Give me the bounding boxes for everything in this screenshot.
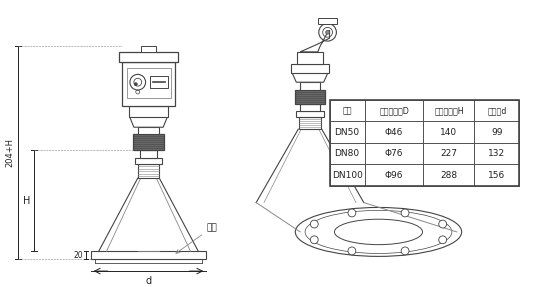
Text: H: H [23, 196, 30, 205]
Circle shape [401, 247, 409, 255]
Bar [424, 164, 475, 186]
Bar [424, 100, 475, 121]
Text: 99: 99 [491, 128, 503, 137]
Bar [133, 134, 164, 150]
Text: d: d [145, 276, 152, 286]
Circle shape [439, 220, 447, 228]
Bar [475, 143, 519, 164]
Bar [424, 143, 475, 164]
Bar [475, 100, 519, 121]
Text: 四螺盘d: 四螺盘d [487, 106, 507, 115]
Bar [329, 164, 365, 186]
Bar [365, 121, 424, 143]
Bar [140, 150, 157, 158]
Bar [475, 121, 519, 143]
Bar [135, 158, 162, 164]
Bar [91, 251, 206, 259]
Text: DN80: DN80 [334, 149, 360, 158]
Bar [365, 164, 424, 186]
Polygon shape [293, 73, 328, 82]
Text: 132: 132 [488, 149, 505, 158]
Text: Φ96: Φ96 [385, 171, 403, 180]
Bar [299, 117, 321, 129]
Text: 156: 156 [488, 171, 505, 180]
Bar [141, 46, 156, 52]
Circle shape [348, 247, 356, 255]
Text: 288: 288 [441, 171, 458, 180]
Text: 法兰: 法兰 [176, 223, 217, 253]
Text: Φ76: Φ76 [385, 149, 403, 158]
Text: 法兰: 法兰 [343, 106, 352, 115]
Bar [122, 62, 175, 106]
Bar [300, 82, 320, 90]
Bar [138, 127, 160, 134]
Bar [138, 164, 160, 178]
Bar [424, 121, 475, 143]
Circle shape [134, 83, 138, 86]
Bar [329, 100, 519, 186]
Circle shape [310, 220, 318, 228]
Bar [365, 143, 424, 164]
Text: Φ46: Φ46 [385, 128, 403, 137]
Text: DN50: DN50 [334, 128, 360, 137]
Bar [151, 76, 168, 88]
Text: 喇叭口直径D: 喇叭口直径D [379, 106, 409, 115]
Text: 204+H: 204+H [6, 138, 14, 167]
Circle shape [401, 209, 409, 217]
Text: 227: 227 [441, 149, 458, 158]
Polygon shape [300, 30, 329, 52]
Polygon shape [130, 117, 167, 127]
Bar [329, 143, 365, 164]
Circle shape [310, 236, 318, 244]
Bar [295, 90, 324, 104]
Bar [475, 164, 519, 186]
Text: 20: 20 [73, 251, 83, 260]
Bar [329, 100, 365, 121]
Bar [129, 106, 168, 117]
Text: 喇叭口高度H: 喇叭口高度H [434, 106, 464, 115]
Bar [119, 52, 178, 62]
Text: DN100: DN100 [332, 171, 362, 180]
Bar [296, 110, 324, 117]
Circle shape [326, 30, 329, 34]
Circle shape [439, 236, 447, 244]
Bar [300, 104, 320, 110]
Bar [329, 121, 365, 143]
Bar [126, 67, 170, 98]
Text: 140: 140 [441, 128, 458, 137]
Bar [297, 52, 323, 64]
Circle shape [348, 209, 356, 217]
Bar [292, 64, 328, 73]
Bar [318, 18, 337, 24]
Bar [365, 100, 424, 121]
